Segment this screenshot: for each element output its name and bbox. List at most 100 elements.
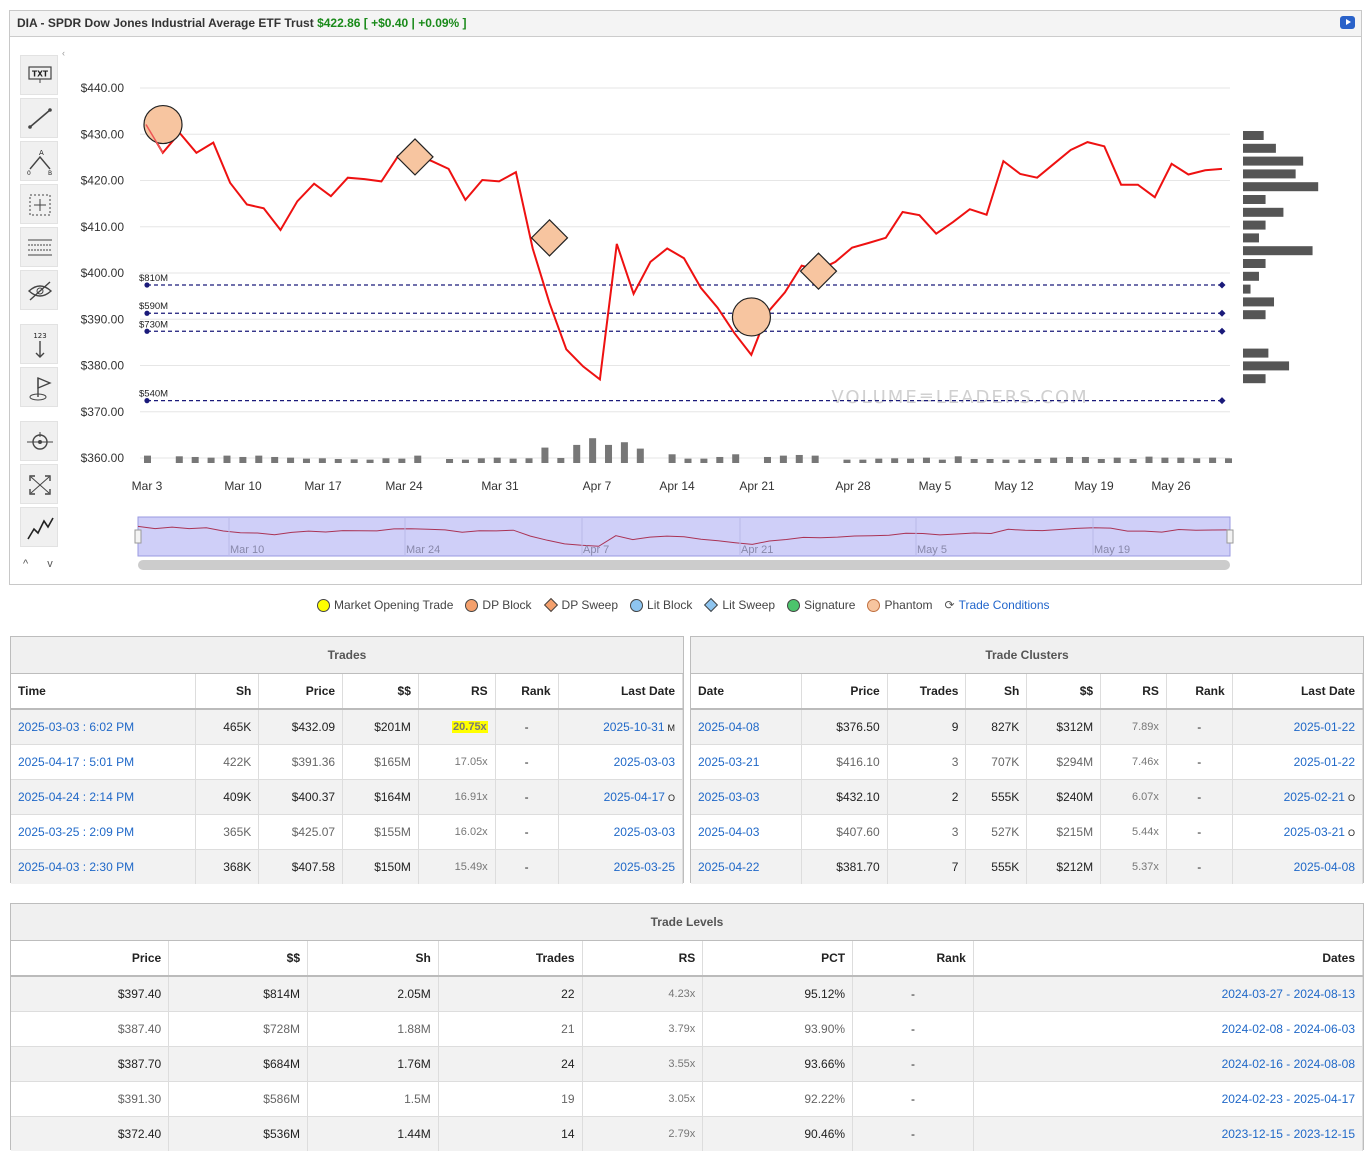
- column-header[interactable]: RS: [582, 941, 704, 977]
- table-cell[interactable]: 2025-03-03: [558, 743, 684, 779]
- column-header[interactable]: Sh: [195, 674, 260, 710]
- column-header[interactable]: Price: [801, 674, 888, 710]
- column-header[interactable]: Rank: [1166, 674, 1233, 710]
- column-header[interactable]: RS: [418, 674, 496, 710]
- legend-item[interactable]: Signature: [787, 596, 855, 614]
- column-header[interactable]: Sh: [307, 941, 439, 977]
- column-header[interactable]: Price: [258, 674, 344, 710]
- flag-marker-icon[interactable]: [20, 367, 58, 407]
- table-cell: 707K: [965, 743, 1028, 779]
- table-cell: 5.37x: [1100, 848, 1167, 884]
- navigator-scrollbar[interactable]: [138, 560, 1230, 570]
- volume-bar: [541, 447, 549, 463]
- zoom-target-icon[interactable]: [20, 421, 58, 461]
- sort-numeric-icon[interactable]: 123: [20, 324, 58, 364]
- table-cell[interactable]: 2025-04-17 : 5:01 PM: [11, 743, 197, 779]
- table-cell[interactable]: 2025-10-31 M: [558, 708, 684, 744]
- column-header[interactable]: Rank: [852, 941, 974, 977]
- abcd-pattern-icon[interactable]: A 0 B: [20, 141, 58, 181]
- navigator-label: May 19: [1094, 544, 1130, 556]
- navigator-handle-right[interactable]: [1226, 529, 1234, 544]
- table-cell[interactable]: 2025-04-03 : 2:30 PM: [11, 848, 197, 884]
- column-header[interactable]: Time: [11, 674, 197, 710]
- legend-item[interactable]: Lit Block: [630, 596, 692, 614]
- crosshair-select-icon[interactable]: [20, 184, 58, 224]
- table-cell[interactable]: 2025-03-21: [691, 743, 802, 779]
- column-header[interactable]: Last Date: [1232, 674, 1364, 710]
- table-cell[interactable]: 2025-03-03 : 6:02 PM: [11, 708, 197, 744]
- legend-item[interactable]: Phantom: [867, 596, 933, 614]
- table-cell[interactable]: 2025-03-25 : 2:09 PM: [11, 813, 197, 849]
- table-cell[interactable]: 2025-02-21 O: [1232, 778, 1364, 814]
- table-cell[interactable]: 2023-12-15 - 2023-12-15: [973, 1115, 1364, 1151]
- column-header[interactable]: $$: [342, 674, 419, 710]
- table-cell: 1.88M: [307, 1010, 439, 1046]
- table-row: 2025-03-21 $416.10 3 707K $294M 7.46x -2025-01…: [691, 743, 1364, 779]
- volume-profile-bar: [1243, 271, 1259, 281]
- table-cell: 2.79x: [582, 1115, 704, 1151]
- column-header[interactable]: Rank: [495, 674, 559, 710]
- column-header[interactable]: Last Date: [558, 674, 684, 710]
- video-play-icon[interactable]: [1340, 16, 1355, 29]
- table-cell[interactable]: 2025-04-24 : 2:14 PM: [11, 778, 197, 814]
- line-tool-icon[interactable]: [20, 98, 58, 138]
- price-chart[interactable]: $440.00 $430.00 $420.00 $410.00 $400.00 $390.…: [0, 0, 1371, 590]
- column-header[interactable]: Trades: [438, 941, 583, 977]
- table-cell: -: [495, 813, 559, 849]
- table-cell[interactable]: 2024-03-27 - 2024-08-13: [973, 975, 1364, 1011]
- column-header[interactable]: Sh: [965, 674, 1028, 710]
- legend-item[interactable]: Market Opening Trade: [317, 596, 453, 614]
- table-cell[interactable]: 2025-04-17 O: [558, 778, 684, 814]
- dp-sweep-marker: [530, 219, 569, 257]
- column-header[interactable]: $$: [168, 941, 308, 977]
- table-cell[interactable]: 2024-02-08 - 2024-06-03: [973, 1010, 1364, 1046]
- column-header[interactable]: Date: [691, 674, 802, 710]
- level-end-marker: [1218, 281, 1226, 289]
- horizontal-lines-icon[interactable]: [20, 227, 58, 267]
- collapse-toolbar-icon[interactable]: ‹: [62, 48, 65, 58]
- column-header[interactable]: Price: [11, 941, 170, 977]
- table-cell[interactable]: 2025-03-03: [691, 778, 802, 814]
- trade-flag: O: [1347, 792, 1355, 803]
- table-cell[interactable]: 2025-04-08: [691, 708, 802, 744]
- table-cell[interactable]: 2024-02-16 - 2024-08-08: [973, 1045, 1364, 1081]
- legend-item[interactable]: DP Sweep: [543, 596, 618, 614]
- table-cell: $416.10: [801, 743, 888, 779]
- table-cell[interactable]: 2025-04-22: [691, 848, 802, 884]
- text-tool-icon[interactable]: TXT: [20, 55, 58, 95]
- volume-profile-bar: [1243, 259, 1266, 268]
- table-cell[interactable]: 2025-03-25: [558, 848, 684, 884]
- column-header[interactable]: Dates: [973, 941, 1364, 977]
- legend-item[interactable]: ⟳ Trade Conditions: [945, 596, 1050, 614]
- table-cell[interactable]: 2025-04-08: [1232, 848, 1364, 884]
- navigator-handle-left[interactable]: [134, 529, 142, 544]
- column-header[interactable]: PCT: [702, 941, 854, 977]
- volume-bar: [1002, 459, 1010, 463]
- volume-bar: [1097, 458, 1105, 463]
- levels-title: Trade Levels: [11, 904, 1363, 941]
- table-cell: 3.79x: [582, 1010, 704, 1046]
- column-header[interactable]: $$: [1026, 674, 1102, 710]
- table-cell: -: [852, 1045, 974, 1081]
- trade-clusters-table: Trade Clusters Date Price Trades Sh $$ RS Rank…: [690, 636, 1364, 884]
- volume-bar: [1050, 457, 1058, 463]
- y-tick-label: $370.00: [81, 405, 125, 419]
- table-cell[interactable]: 2025-03-21 O: [1232, 813, 1364, 849]
- hide-drawings-icon[interactable]: [20, 270, 58, 310]
- toolbar-scroll-chevrons[interactable]: ^ v: [23, 558, 61, 570]
- fullscreen-icon[interactable]: [20, 464, 58, 504]
- legend-item[interactable]: DP Block: [465, 596, 532, 614]
- legend-item[interactable]: Lit Sweep: [704, 596, 775, 614]
- chart-type-icon[interactable]: [20, 507, 58, 547]
- table-cell: 17.05x: [418, 743, 496, 779]
- column-header[interactable]: Trades: [887, 674, 967, 710]
- x-tick-label: Mar 3: [132, 479, 163, 493]
- volume-profile-bar: [1243, 233, 1259, 243]
- table-cell: 92.22%: [702, 1080, 854, 1116]
- column-header[interactable]: RS: [1100, 674, 1167, 710]
- table-cell[interactable]: 2025-03-03: [558, 813, 684, 849]
- table-cell[interactable]: 2025-04-03: [691, 813, 802, 849]
- table-cell[interactable]: 2025-01-22: [1232, 743, 1364, 779]
- table-cell[interactable]: 2025-01-22: [1232, 708, 1364, 744]
- table-cell[interactable]: 2024-02-23 - 2025-04-17: [973, 1080, 1364, 1116]
